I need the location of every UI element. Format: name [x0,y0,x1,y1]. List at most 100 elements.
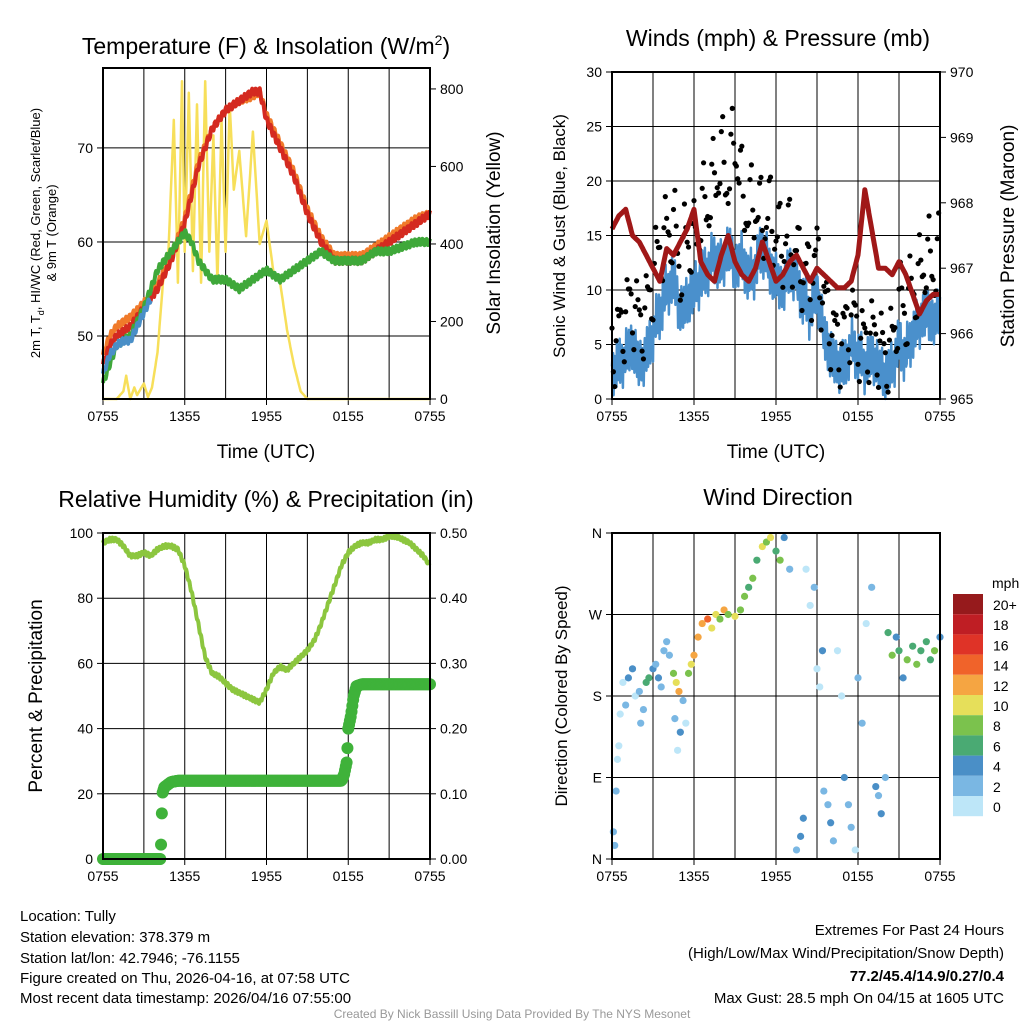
gust-point [710,135,716,142]
gust-point [729,105,735,111]
gust-point [871,322,878,328]
gust-point [666,232,673,238]
wind-y-tick-label: 0 [594,391,602,407]
direction-point [799,814,807,822]
gust-point [763,224,770,231]
direction-point [708,624,716,632]
direction-point [851,846,859,854]
gust-point [751,235,757,241]
series-hi-wc [101,297,153,374]
gust-point [677,297,683,303]
direction-point [802,565,810,573]
direction-point [731,612,739,620]
wind-plot-frame [611,71,941,400]
gust-point [836,367,842,373]
gust-point [832,317,838,324]
direction-point [694,633,702,641]
legend-swatch [953,796,983,817]
direction-point [877,810,885,818]
gust-point [886,337,893,343]
gust-point [642,305,648,311]
dir-x-tick-label: 1955 [760,868,791,884]
direction-point [612,787,620,795]
gust-point [806,243,812,250]
direction-point [619,678,627,687]
precip-y-tick-label: 0.30 [440,655,467,671]
gust-point [839,341,845,347]
gust-point [685,244,692,250]
gust-point [869,298,875,304]
gust-point [662,194,668,200]
gust-point [616,313,622,319]
gust-point [899,285,905,291]
temp-y-label: 2m T, Td, HI/WC (Red, Green, Scarlet/Blu… [28,108,46,358]
precip-y-tick-label: 0.20 [440,721,467,737]
gust-point [684,239,690,245]
gust-point [699,185,705,191]
direction-point [690,651,698,659]
direction-point [899,674,907,682]
dir-plot-frame [611,532,941,860]
gust-point [673,223,679,229]
direction-point [665,651,674,659]
gust-point [750,207,756,213]
gust-point [634,278,640,284]
temp-chart-title: Temperature (F) & Insolation (W/m2) [82,32,450,59]
direction-point [824,801,832,809]
gust-point [706,223,712,229]
gust-point [833,312,839,318]
location-text: Location: Tully [20,908,116,925]
gust-point [859,307,865,314]
direction-point [682,719,690,727]
direction-point [806,601,814,610]
gust-point [789,284,796,290]
gust-point [669,260,675,266]
precip-y-tick-label: 0.40 [440,590,467,606]
direction-point [862,619,870,628]
direction-point [657,683,665,691]
direction-point [698,619,706,628]
direction-point [868,583,876,591]
direction-point [674,746,682,754]
gust-point [915,260,921,267]
gust-point [711,170,718,176]
gust-point [864,369,871,375]
gust-point [676,263,682,269]
gust-point [717,181,723,187]
dir-x-tick-label: 1355 [678,868,709,884]
direction-point [687,660,695,668]
dir-y-tick-label: W [589,607,603,623]
gust-point [923,285,929,291]
gust-point [640,356,647,362]
legend-label: 0 [993,799,1001,815]
direction-point [858,719,866,727]
gust-point [721,159,727,165]
gust-point [623,309,629,315]
pressure-y-tick-label: 967 [950,260,974,276]
legend-swatch [953,654,983,675]
gust-point [934,236,940,242]
legend-swatch [953,755,983,776]
pressure-y-tick-label: 970 [950,64,974,80]
gust-point [866,379,872,386]
gust-point [807,297,813,303]
extremes-heading: Extremes For Past 24 Hours [815,922,1004,939]
rh-y-tick-label: 20 [77,786,93,802]
legend-label: 10 [993,698,1009,714]
legend-swatch [953,715,983,736]
gust-point [720,114,726,120]
direction-point [780,533,788,542]
solar-y-label: Solar Insolation (Yellow) [484,131,505,334]
direction-chart-title: Wind Direction [703,484,853,510]
direction-point [776,556,784,564]
temp-x-tick-label: 0755 [87,408,118,424]
dir-y-tick-label: S [593,688,602,704]
wind-x-tick-label: 1955 [760,408,791,424]
direction-point [740,592,749,600]
gust-point [800,280,806,286]
direction-point [840,773,848,782]
gust-point [858,335,864,341]
direction-point [820,787,828,795]
legend-label: 18 [993,617,1009,633]
